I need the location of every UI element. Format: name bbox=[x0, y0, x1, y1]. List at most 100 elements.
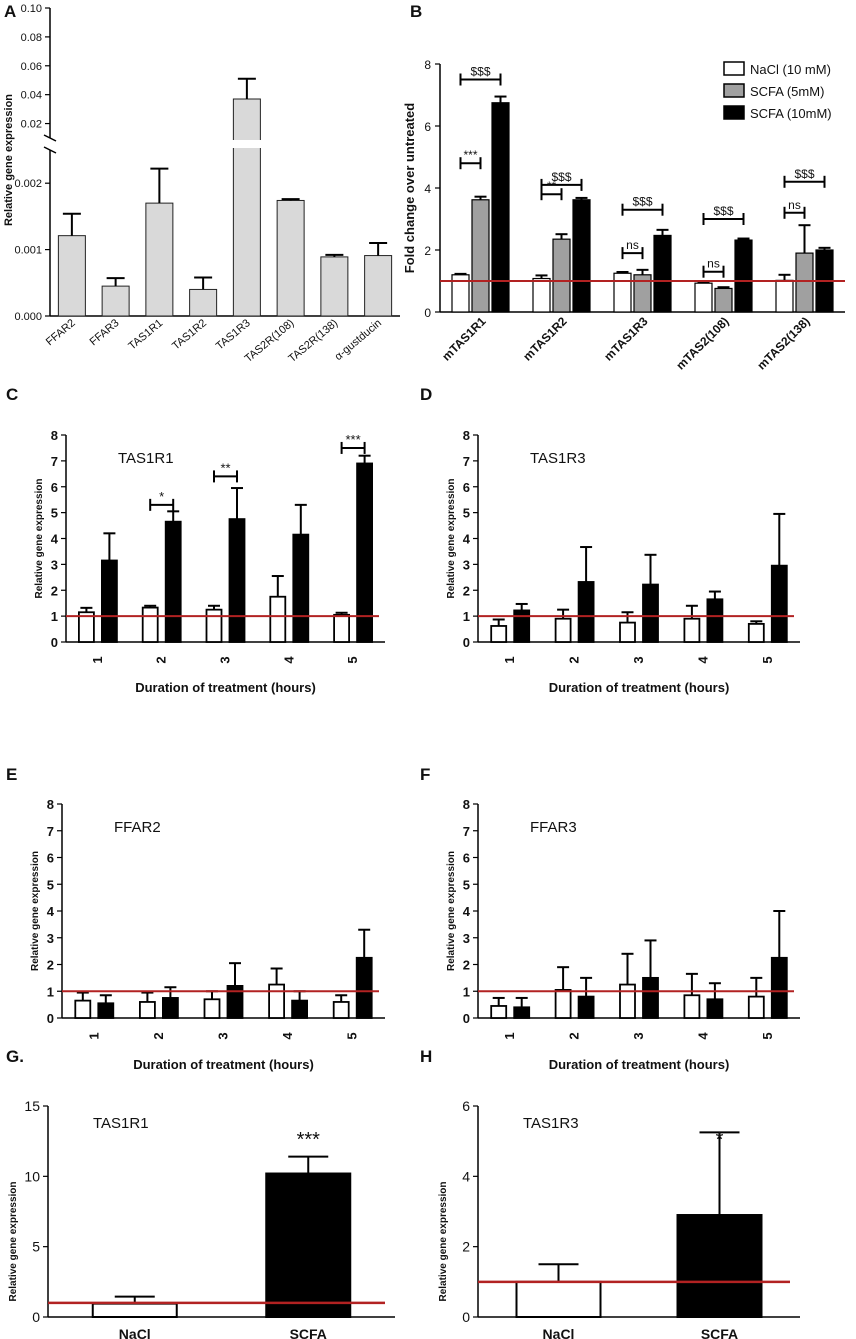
panel-f-category-label: 5 bbox=[760, 1032, 775, 1039]
panel-e-category-label: 2 bbox=[151, 1032, 166, 1039]
panel-d-bar bbox=[554, 617, 572, 643]
panel-f-y-tick-label: 7 bbox=[463, 824, 470, 839]
panel-c-category-label: 1 bbox=[90, 656, 105, 663]
panel-f-bar bbox=[642, 976, 659, 1019]
panel-c-bar bbox=[101, 559, 118, 643]
panel-d-y-tick-label: 5 bbox=[463, 506, 470, 521]
panel-b-bar bbox=[795, 252, 814, 313]
panel-h-category-label: NaCl bbox=[543, 1326, 575, 1339]
panel-b-annotation-label: $$$ bbox=[632, 195, 652, 209]
panel-e-y-tick-label: 0 bbox=[47, 1011, 54, 1026]
panel-a-y-tick-label: 0.10 bbox=[21, 3, 42, 15]
panel-c-bar bbox=[164, 520, 182, 643]
panel-f-bar bbox=[577, 995, 595, 1019]
panel-e-category-label: 4 bbox=[280, 1032, 295, 1040]
panel-label-f: F bbox=[420, 765, 430, 784]
panel-h-chart: 0 2 4 6 Relative gene expression TAS1R3 NaCl SC… bbox=[438, 1098, 800, 1339]
panel-f-bar bbox=[554, 989, 572, 1019]
panel-b-y-axis-title: Fold change over untreated bbox=[402, 103, 417, 274]
panel-b-bar bbox=[532, 277, 551, 313]
panel-d-category-label: 4 bbox=[695, 656, 710, 664]
panel-label-a: A bbox=[4, 2, 16, 21]
panel-e-bar bbox=[74, 999, 92, 1019]
panel-h-title: TAS1R3 bbox=[523, 1115, 579, 1132]
panel-g-y-tick-label: 10 bbox=[24, 1168, 40, 1184]
panel-f-y-tick-label: 6 bbox=[463, 851, 470, 866]
panel-e-y-tick-label: 4 bbox=[47, 904, 55, 919]
panel-h-y-tick-label: 4 bbox=[462, 1168, 470, 1184]
panel-c-annotation-label: *** bbox=[346, 432, 361, 447]
panel-a-axis-break-mark-1 bbox=[43, 134, 57, 142]
panel-a-y-axis-title: Relative gene expression bbox=[3, 94, 15, 226]
panel-f-y-tick-label: 2 bbox=[463, 958, 470, 973]
panel-f-bar bbox=[513, 1006, 531, 1019]
panel-b-y-tick-label: 4 bbox=[424, 182, 431, 196]
panel-c-y-tick-label: 7 bbox=[51, 454, 58, 469]
panel-c-annotation-label: ** bbox=[220, 460, 230, 475]
panel-d-bar bbox=[706, 598, 724, 643]
panel-c-category-label: 4 bbox=[281, 656, 296, 664]
panel-d-y-tick-label: 2 bbox=[463, 583, 470, 598]
panel-label-c: C bbox=[6, 385, 18, 404]
panel-h-y-tick-label: 6 bbox=[462, 1098, 470, 1114]
panel-f-category-label: 4 bbox=[695, 1032, 710, 1040]
panel-d-x-axis-title: Duration of treatment (hours) bbox=[549, 680, 730, 695]
panel-e-y-tick-label: 7 bbox=[47, 824, 54, 839]
panel-f-bar bbox=[490, 1005, 508, 1019]
panel-g-y-tick-label: 15 bbox=[24, 1098, 40, 1114]
panel-b-category-label: mTAS2(138) bbox=[754, 314, 812, 372]
panel-e-chart: 0 1 2 3 4 5 6 7 8 Relative gene expression FFAR2 1 2… bbox=[30, 797, 385, 1072]
panel-b-legend-swatch bbox=[723, 105, 745, 120]
panel-d-y-tick-label: 8 bbox=[463, 428, 470, 443]
panel-d-y-tick-label: 3 bbox=[463, 557, 470, 572]
panel-h-y-axis-title: Relative gene expression bbox=[438, 1181, 449, 1301]
panel-h-category-label: SCFA bbox=[701, 1326, 738, 1339]
panel-label-e: E bbox=[6, 765, 17, 784]
panel-f-y-tick-label: 1 bbox=[463, 984, 470, 999]
panel-c-bar bbox=[333, 613, 351, 643]
panel-h-y-tick-label: 2 bbox=[462, 1239, 470, 1255]
panel-label-b: B bbox=[410, 2, 422, 21]
panel-b-bar bbox=[775, 279, 794, 313]
panel-d-y-axis-title: Relative gene expression bbox=[446, 478, 457, 598]
panel-b-annotation-label: ns bbox=[707, 257, 720, 271]
panel-d-category-label: 3 bbox=[631, 656, 646, 663]
panel-f-bar bbox=[683, 994, 701, 1019]
panel-a-break-gap bbox=[230, 140, 263, 148]
panel-h-significance-label: * bbox=[716, 1129, 724, 1151]
panel-c-bar bbox=[205, 608, 223, 643]
panel-g-bar bbox=[265, 1172, 352, 1319]
panel-d-y-tick-label: 0 bbox=[463, 635, 470, 650]
panel-d-y-tick-label: 4 bbox=[463, 532, 471, 547]
panel-g-bar bbox=[91, 1302, 178, 1319]
panel-a-bar bbox=[320, 256, 349, 317]
panel-c-title: TAS1R1 bbox=[118, 450, 174, 467]
panel-g-chart: 0 5 10 15 Relative gene expression TAS1R1 NaCl… bbox=[8, 1098, 395, 1339]
panel-c-y-axis-title: Relative gene expression bbox=[34, 478, 45, 598]
panel-d-bar bbox=[490, 625, 508, 643]
panel-a-bar bbox=[57, 235, 86, 317]
panel-b-category-label: mTAS2(108) bbox=[673, 314, 731, 372]
panel-g-y-axis-title: Relative gene expression bbox=[8, 1181, 19, 1301]
panel-a-y-tick-label: 0.08 bbox=[21, 32, 42, 44]
panel-c-bar bbox=[292, 533, 310, 643]
panel-b-y-tick-label: 0 bbox=[424, 306, 431, 320]
panel-label-d: D bbox=[420, 385, 432, 404]
panel-c-y-tick-label: 5 bbox=[51, 506, 58, 521]
panel-label-h: H bbox=[420, 1047, 432, 1066]
panel-f-bar bbox=[770, 956, 788, 1019]
panel-c-category-label: 3 bbox=[218, 656, 233, 663]
panel-f-y-tick-label: 0 bbox=[463, 1011, 470, 1026]
panel-d-bar bbox=[683, 617, 701, 643]
panel-d-title: TAS1R3 bbox=[530, 450, 586, 467]
panel-c-y-tick-label: 0 bbox=[51, 635, 58, 650]
panel-b-y-tick-label: 2 bbox=[424, 244, 431, 258]
panel-a-bar bbox=[276, 199, 305, 317]
panel-e-y-tick-label: 6 bbox=[47, 851, 54, 866]
panel-e-bar bbox=[97, 1002, 115, 1019]
panel-d-y-tick-label: 7 bbox=[463, 454, 470, 469]
panel-e-y-tick-label: 3 bbox=[47, 931, 54, 946]
panel-e-x-axis-title: Duration of treatment (hours) bbox=[133, 1057, 314, 1072]
panel-b-bar bbox=[613, 272, 632, 313]
panel-d-category-label: 1 bbox=[502, 656, 517, 663]
